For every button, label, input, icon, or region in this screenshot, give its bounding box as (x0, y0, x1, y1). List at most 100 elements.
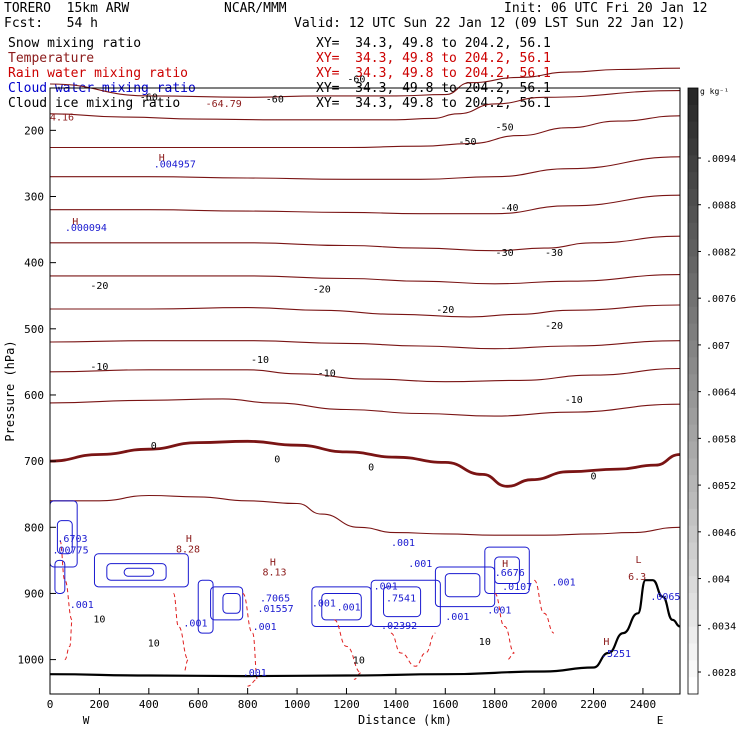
colorbar-swatch (688, 172, 698, 190)
x-tick-label: 1000 (284, 698, 311, 711)
contour-annotation: H (186, 534, 192, 545)
y-tick-label: 600 (24, 389, 44, 402)
colorbar-swatch (688, 609, 698, 628)
contour-annotation: .000094 (65, 223, 107, 234)
x-tick-label: 1400 (383, 698, 410, 711)
isotherm-line (50, 304, 681, 318)
isotherm-line (49, 398, 681, 417)
colorbar-swatch (688, 189, 698, 207)
isotherm-label: -20 (313, 284, 331, 295)
contour-annotation: .001 (70, 600, 94, 611)
x-end-label-west: W (83, 714, 90, 727)
contour-annotation: .001 (445, 612, 469, 623)
colorbar-label: .0058 (706, 434, 736, 445)
colorbar-swatch (688, 525, 698, 544)
colorbar-label: .007 (706, 341, 730, 352)
contour-annotation: -64.79 (206, 99, 242, 110)
y-tick-label: 200 (24, 124, 44, 137)
contour-annotation: .001 (552, 578, 576, 589)
isotherm-label: -30 (545, 248, 563, 259)
colorbar-swatch (688, 407, 698, 426)
contour-annotation: 8.28 (176, 544, 200, 555)
isotherm-label: -30 (496, 248, 514, 259)
colorbar-swatch (688, 424, 698, 443)
field-xy-cloud-ice: XY= 34.3, 49.8 to 204.2, 56.1 (316, 96, 551, 111)
freezing-level-isotherm (49, 439, 681, 488)
colorbar-swatch (688, 340, 698, 358)
contour-annotation: .02392 (381, 621, 417, 632)
isotherm-label: -20 (90, 281, 108, 292)
isotherm-line (49, 235, 681, 252)
cloud-water-contour (210, 586, 244, 621)
isotherm-line (49, 494, 681, 536)
isotherm-label: -50 (458, 137, 476, 148)
rain-water-contour (242, 592, 258, 687)
colorbar-label: .0076 (706, 294, 736, 305)
x-tick-label: 400 (139, 698, 159, 711)
field-xy-temperature: XY= 34.3, 49.8 to 204.2, 56.1 (316, 51, 551, 66)
colorbar-swatch (688, 357, 698, 375)
contour-annotation: .001 (391, 538, 415, 549)
rain-water-contour (59, 540, 73, 661)
isotherm-label: -20 (436, 305, 454, 316)
colorbar-label: .004 (706, 575, 730, 586)
contour-annotation: .5251 (601, 649, 631, 660)
isotherm-label: 0 (591, 472, 597, 483)
colorbar-label: .0034 (706, 621, 736, 632)
contour-annotation: H (72, 217, 78, 228)
isotherm-label: -20 (545, 321, 563, 332)
y-axis-title: Pressure (hPa) (3, 340, 17, 441)
x-tick-label: 2000 (531, 698, 558, 711)
y-tick-label: 900 (24, 587, 44, 600)
rain-water-contour (494, 592, 515, 661)
colorbar-label: .0082 (706, 247, 736, 258)
contour-annotation: .0065 (650, 592, 680, 603)
isotherm-label: 0 (151, 441, 157, 452)
contour-annotation: .001 (253, 622, 277, 633)
cloud-water-contour (434, 566, 496, 608)
contour-annotation: .001 (487, 605, 511, 616)
colorbar-swatch (688, 626, 698, 645)
isotherm-line (49, 367, 681, 383)
contour-annotation: .004957 (154, 159, 196, 170)
terrain-surface-line (49, 579, 681, 678)
cloud-water-contour (321, 592, 362, 621)
rain-water-contour (390, 632, 436, 667)
isotherm-line (49, 340, 681, 350)
cloud-water-contour (123, 567, 155, 577)
cloud-water-contour (383, 586, 422, 618)
colorbar-swatch (688, 492, 698, 510)
y-tick-label: 500 (24, 323, 44, 336)
cloud-water-contour (484, 546, 530, 594)
isotherm-line (49, 156, 681, 180)
cloud-water-contour (106, 563, 167, 581)
y-tick-label: 700 (24, 455, 44, 468)
contour-annotation: .001 (337, 603, 361, 614)
x-tick-label: 600 (188, 698, 208, 711)
contour-annotation: .001 (374, 581, 398, 592)
colorbar-label: .0094 (706, 154, 736, 165)
colorbar-swatch (688, 458, 698, 476)
y-tick-label: 300 (24, 190, 44, 203)
colorbar-label: .0088 (706, 201, 736, 212)
contour-annotation: .01557 (258, 604, 294, 615)
colorbar-swatch (688, 475, 698, 493)
rain-water-contour (533, 579, 555, 634)
cloud-water-contour (54, 559, 66, 594)
colorbar-swatch (688, 391, 698, 409)
cloud-water-contour (197, 579, 214, 634)
contour-annotation: .001 (312, 599, 336, 610)
colorbar-label: .0028 (706, 668, 736, 679)
cloud-water-contour (222, 592, 241, 614)
field-label-rain: Rain water mixing ratio (8, 66, 189, 81)
contour-annotation: 6.3 (628, 572, 646, 583)
colorbar-swatch (688, 138, 698, 156)
isotherm-label: -60 (140, 93, 158, 104)
colorbar-swatch (688, 374, 698, 392)
colorbar-swatch (688, 290, 698, 308)
field-label-cloud-ice: Cloud ice mixing ratio (8, 96, 181, 111)
contour-annotation: H (603, 637, 609, 648)
colorbar-swatch (688, 239, 698, 257)
contour-annotation: .6703 (57, 534, 87, 545)
